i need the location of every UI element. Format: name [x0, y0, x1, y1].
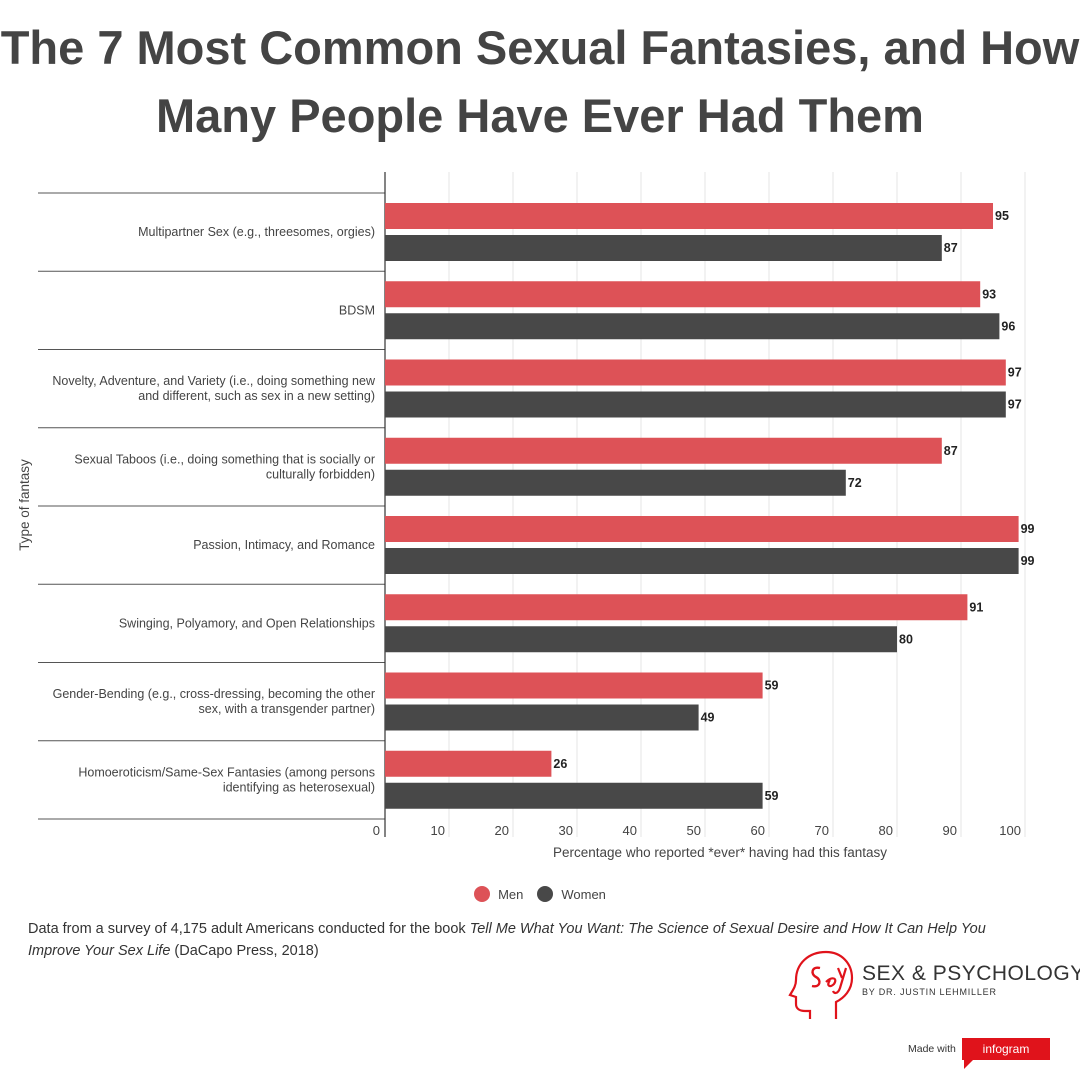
- chart-title-line-1: The 7 Most Common Sexual Fantasies, and …: [0, 21, 1080, 74]
- value-label-women-7: 59: [765, 789, 779, 803]
- x-tick-label-60: 60: [751, 823, 765, 838]
- x-tick-label-70: 70: [815, 823, 829, 838]
- value-label-men-2: 97: [1008, 366, 1022, 380]
- made-with-badge[interactable]: Made with infogram: [908, 1038, 1058, 1069]
- value-label-women-0: 87: [944, 241, 958, 255]
- value-label-men-0: 95: [995, 209, 1009, 223]
- bar-chart: 95 93 97 87 99 91 59 26 87 96 97 72 99 80 49 59 Multipar…: [17, 172, 1035, 860]
- x-tick-label-0: 0: [373, 823, 380, 838]
- bar-men-0[interactable]: [385, 203, 993, 229]
- bar-men-1[interactable]: [385, 281, 981, 308]
- bar-women-4[interactable]: [385, 548, 1019, 574]
- infogram-badge[interactable]: infogram: [962, 1038, 1050, 1060]
- brand-logo: SEX & PSYCHOLOGY BY DR. JUSTIN LEHMILLER: [786, 944, 1080, 1024]
- category-label: and different, such as sex in a new sett…: [138, 389, 375, 403]
- brand-name: SEX & PSYCHOLOGY: [862, 962, 1080, 985]
- category-label: sex, with a transgender partner): [199, 702, 375, 716]
- legend-label-men: Men: [498, 886, 524, 902]
- bar-men-3[interactable]: [385, 437, 942, 464]
- bar-women-3[interactable]: [385, 469, 846, 496]
- x-axis-title: Percentage who reported *ever* having ha…: [553, 845, 887, 860]
- category-label: culturally forbidden): [266, 467, 375, 481]
- category-label: BDSM: [339, 303, 375, 317]
- x-tick-label-90: 90: [943, 823, 957, 838]
- chart-title: The 7 Most Common Sexual Fantasies, and …: [0, 14, 1080, 150]
- made-with-text: Made with: [908, 1043, 956, 1055]
- legend-item-women[interactable]: Women: [537, 886, 606, 902]
- bar-men-4[interactable]: [385, 516, 1019, 542]
- value-label-women-2: 97: [1008, 398, 1022, 412]
- brand-subtitle: BY DR. JUSTIN LEHMILLER: [862, 987, 997, 997]
- x-tick-label-10: 10: [431, 823, 445, 838]
- source-book-title: Tell Me What You Want: The Science of Se…: [28, 921, 986, 959]
- legend: Men Women: [0, 886, 1080, 902]
- legend-swatch-women: [537, 886, 554, 902]
- infogram-badge-tail: [964, 1059, 974, 1069]
- value-label-men-1: 93: [982, 287, 996, 301]
- category-label: Sexual Taboos (i.e., doing something tha…: [74, 452, 375, 466]
- x-tick-label-50: 50: [687, 823, 701, 838]
- category-label: Homoeroticism/Same-Sex Fantasies (among …: [78, 765, 375, 779]
- bar-men-7[interactable]: [385, 750, 552, 777]
- x-tick-label-40: 40: [623, 823, 637, 838]
- value-label-women-6: 49: [701, 711, 715, 725]
- legend-label-women: Women: [561, 886, 606, 902]
- bar-women-7[interactable]: [385, 782, 763, 809]
- bar-women-0[interactable]: [385, 235, 942, 261]
- source-suffix: (DaCapo Press, 2018): [170, 943, 319, 959]
- category-label: identifying as heterosexual): [223, 780, 375, 794]
- bar-men-5[interactable]: [385, 594, 968, 621]
- bar-men-6[interactable]: [385, 672, 763, 699]
- value-label-men-3: 87: [944, 444, 958, 458]
- category-label: Swinging, Polyamory, and Open Relationsh…: [119, 616, 375, 630]
- x-tick-label-30: 30: [559, 823, 573, 838]
- value-label-men-4: 99: [1021, 522, 1035, 536]
- legend-swatch-men: [474, 886, 491, 902]
- source-prefix: Data from a survey of 4,175 adult Americ…: [28, 921, 470, 937]
- chart-title-line-2: Many People Have Ever Had Them: [156, 89, 924, 142]
- bar-women-6[interactable]: [385, 704, 699, 731]
- value-label-women-5: 80: [899, 632, 913, 646]
- x-tick-label-100: 100: [999, 823, 1021, 838]
- value-label-women-3: 72: [848, 476, 862, 490]
- bar-women-2[interactable]: [385, 391, 1006, 418]
- bar-women-5[interactable]: [385, 626, 897, 653]
- head-profile-icon: [788, 950, 854, 1019]
- bar-women-1[interactable]: [385, 313, 1000, 340]
- category-label: Passion, Intimacy, and Romance: [193, 538, 375, 552]
- value-label-women-4: 99: [1021, 554, 1035, 568]
- x-tick-label-80: 80: [879, 823, 893, 838]
- category-label: Multipartner Sex (e.g., threesomes, orgi…: [138, 225, 375, 239]
- source-note: Data from a survey of 4,175 adult Americ…: [28, 918, 1028, 962]
- category-label: Gender-Bending (e.g., cross-dressing, be…: [53, 687, 375, 701]
- category-label: Novelty, Adventure, and Variety (i.e., d…: [52, 374, 376, 388]
- legend-item-men[interactable]: Men: [474, 886, 523, 902]
- y-axis-title: Type of fantasy: [17, 459, 32, 551]
- value-label-women-1: 96: [1001, 319, 1015, 333]
- value-label-men-5: 91: [969, 600, 983, 614]
- bar-men-2[interactable]: [385, 359, 1006, 386]
- x-tick-label-20: 20: [495, 823, 509, 838]
- value-label-men-7: 26: [553, 757, 567, 771]
- value-label-men-6: 59: [765, 679, 779, 693]
